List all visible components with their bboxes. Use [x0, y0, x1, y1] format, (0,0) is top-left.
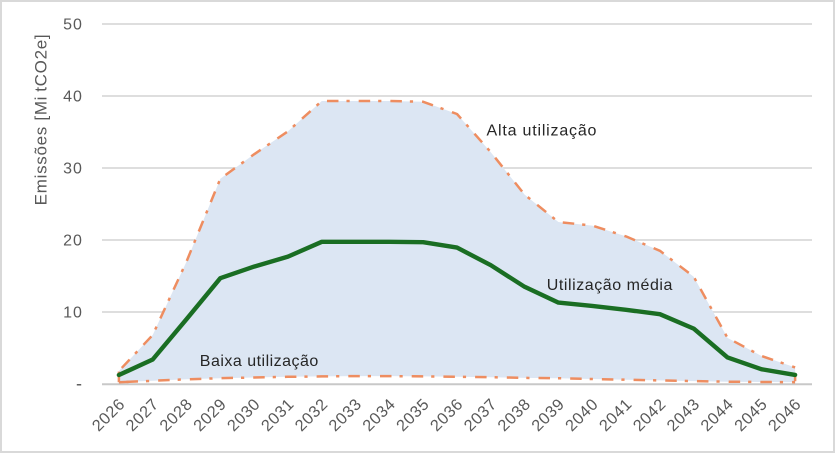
svg-text:-: - [76, 374, 82, 394]
svg-text:20: 20 [63, 233, 83, 250]
svg-text:40: 40 [63, 89, 83, 106]
svg-text:Alta utilização: Alta utilização [487, 123, 598, 140]
svg-text:Baixa utilização: Baixa utilização [200, 353, 319, 370]
svg-text:10: 10 [63, 305, 83, 322]
svg-text:50: 50 [63, 17, 83, 34]
svg-text:30: 30 [63, 161, 83, 178]
svg-text:Emissões [Mi tCO2e]: Emissões [Mi tCO2e] [32, 34, 51, 206]
svg-text:Utilização média: Utilização média [547, 277, 673, 294]
